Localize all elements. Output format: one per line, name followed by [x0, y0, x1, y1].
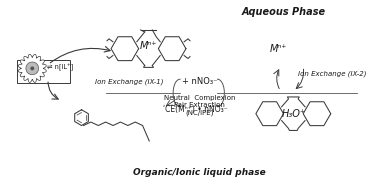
Text: Ion Exchange (IX-2): Ion Exchange (IX-2) [299, 70, 367, 77]
Text: Ion Exchange (IX-1): Ion Exchange (IX-1) [94, 79, 163, 85]
Text: Neutral  Complexion
Pair Extraction
(NC/IPE): Neutral Complexion Pair Extraction (NC/I… [164, 95, 235, 116]
Text: H₃O⁺: H₃O⁺ [281, 109, 305, 119]
Text: ʹCE(Mⁿ⁺) • nNO₃⁻: ʹCE(Mⁿ⁺) • nNO₃⁻ [163, 105, 228, 114]
Text: Mⁿ⁺: Mⁿ⁺ [270, 44, 287, 54]
Circle shape [26, 62, 39, 75]
Text: + nNO₃⁻: + nNO₃⁻ [182, 77, 217, 86]
Text: Organic/Ionic liquid phase: Organic/Ionic liquid phase [133, 168, 266, 177]
Circle shape [30, 66, 34, 70]
Polygon shape [18, 54, 46, 82]
Text: Mⁿ⁺: Mⁿ⁺ [140, 41, 157, 51]
FancyBboxPatch shape [17, 60, 70, 83]
Text: Aqueous Phase: Aqueous Phase [242, 7, 325, 17]
Text: ⇌ n[IL⁺]: ⇌ n[IL⁺] [47, 64, 73, 71]
